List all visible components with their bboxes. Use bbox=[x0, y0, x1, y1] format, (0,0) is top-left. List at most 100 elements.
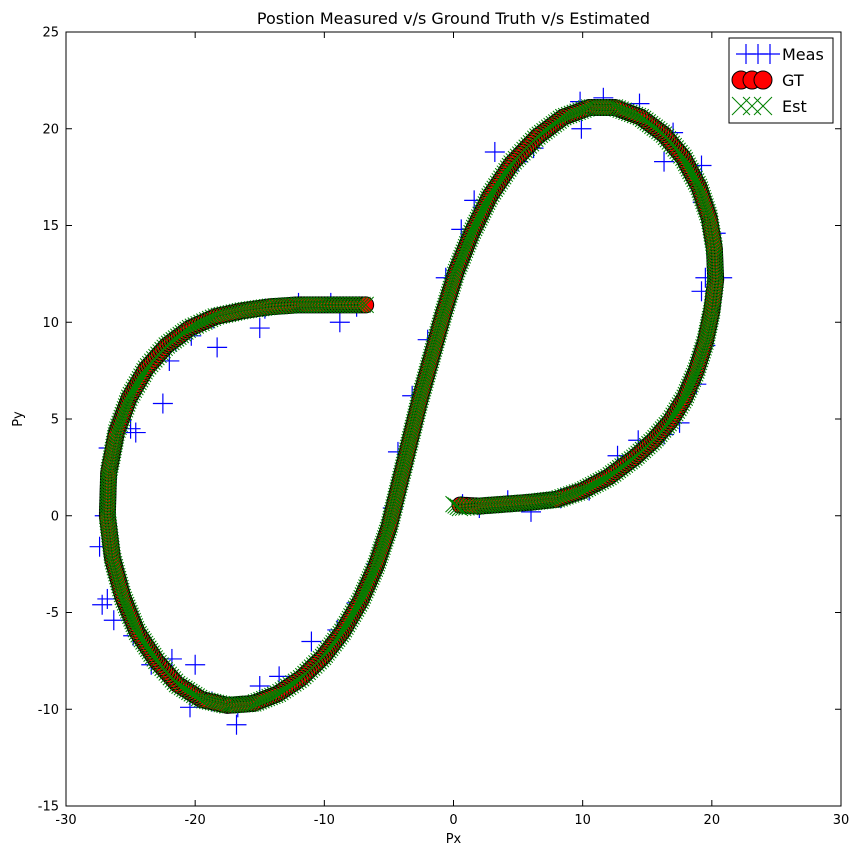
est-point bbox=[454, 247, 472, 264]
est-point bbox=[334, 296, 352, 314]
x-tick-label: -10 bbox=[314, 813, 335, 828]
est-point bbox=[623, 105, 641, 123]
est-point bbox=[683, 373, 701, 390]
legend: Meas GT Est bbox=[728, 37, 834, 124]
est-point bbox=[353, 589, 371, 607]
est-point bbox=[665, 407, 683, 425]
est-point bbox=[557, 488, 574, 505]
est-point bbox=[689, 175, 706, 193]
est-point bbox=[290, 296, 307, 314]
est-point bbox=[683, 165, 701, 182]
est-point bbox=[144, 647, 162, 665]
meas-point bbox=[152, 393, 173, 414]
est-point bbox=[677, 154, 695, 172]
est-point bbox=[338, 615, 356, 633]
est-point bbox=[707, 268, 724, 285]
est-point bbox=[181, 319, 199, 337]
est-point bbox=[457, 238, 475, 256]
est-point bbox=[662, 412, 679, 430]
est-point bbox=[707, 271, 725, 289]
est-point bbox=[114, 406, 132, 424]
est-point bbox=[112, 412, 130, 430]
est-point bbox=[663, 410, 681, 427]
est-point bbox=[178, 681, 196, 699]
est-point bbox=[595, 99, 612, 116]
est-point bbox=[687, 362, 705, 379]
est-point bbox=[682, 162, 699, 180]
est-point bbox=[686, 364, 704, 382]
est-point bbox=[284, 675, 302, 692]
est-point bbox=[322, 296, 339, 314]
est-point bbox=[606, 99, 624, 116]
est-point bbox=[136, 635, 154, 653]
est-point bbox=[258, 689, 276, 707]
est-point bbox=[456, 241, 474, 259]
est-point bbox=[292, 669, 310, 687]
est-point bbox=[693, 344, 711, 362]
est-point bbox=[681, 378, 698, 396]
est-point bbox=[277, 680, 294, 697]
est-point bbox=[128, 376, 146, 393]
est-point bbox=[677, 386, 695, 404]
est-point bbox=[264, 687, 281, 705]
est-point bbox=[668, 402, 686, 419]
est-point bbox=[568, 484, 586, 501]
est-point bbox=[266, 686, 284, 704]
est-point bbox=[117, 398, 135, 415]
est-point bbox=[670, 399, 687, 417]
est-point bbox=[449, 498, 467, 516]
y-tick-label: -10 bbox=[38, 703, 59, 718]
est-point bbox=[99, 476, 117, 494]
est-point bbox=[706, 262, 724, 279]
est-point bbox=[483, 185, 500, 203]
est-point bbox=[138, 638, 156, 655]
est-point bbox=[462, 227, 479, 245]
est-point bbox=[560, 106, 578, 124]
est-point bbox=[274, 681, 292, 699]
est-point bbox=[269, 685, 287, 703]
est-point bbox=[301, 296, 319, 314]
est-point bbox=[687, 173, 705, 190]
est-point bbox=[272, 683, 289, 701]
est-point bbox=[484, 183, 502, 200]
est-point bbox=[146, 650, 164, 667]
meas-point bbox=[301, 631, 322, 652]
est-point bbox=[562, 486, 580, 503]
est-point bbox=[358, 579, 375, 596]
est-point bbox=[501, 157, 519, 175]
est-point bbox=[554, 489, 571, 506]
est-point bbox=[692, 347, 710, 365]
est-point bbox=[464, 222, 482, 239]
est-point bbox=[684, 370, 702, 388]
est-point bbox=[569, 103, 586, 121]
est-point bbox=[706, 258, 724, 276]
est-point bbox=[706, 277, 724, 295]
est-point bbox=[706, 249, 724, 267]
est-point bbox=[684, 167, 702, 185]
est-point bbox=[458, 235, 476, 253]
est-point bbox=[341, 610, 359, 628]
y-tick-label: 10 bbox=[42, 316, 59, 331]
legend-meas-marker bbox=[760, 44, 780, 64]
est-point bbox=[559, 487, 577, 504]
est-point bbox=[185, 686, 203, 704]
est-point bbox=[253, 691, 270, 709]
est-point bbox=[597, 99, 615, 116]
est-point bbox=[131, 628, 149, 646]
est-point bbox=[99, 480, 117, 497]
legend-label-est: Est bbox=[782, 97, 807, 116]
est-point bbox=[477, 195, 495, 213]
est-point bbox=[706, 255, 724, 273]
est-point bbox=[481, 188, 499, 205]
x-tick-label: 0 bbox=[449, 813, 457, 828]
est-point bbox=[343, 608, 360, 625]
est-point bbox=[620, 104, 638, 122]
est-point bbox=[362, 568, 380, 586]
est-point bbox=[122, 386, 140, 404]
est-point bbox=[476, 198, 493, 216]
est-point bbox=[674, 391, 692, 409]
est-point bbox=[98, 507, 116, 525]
est-point bbox=[576, 480, 594, 498]
est-point bbox=[685, 367, 703, 385]
